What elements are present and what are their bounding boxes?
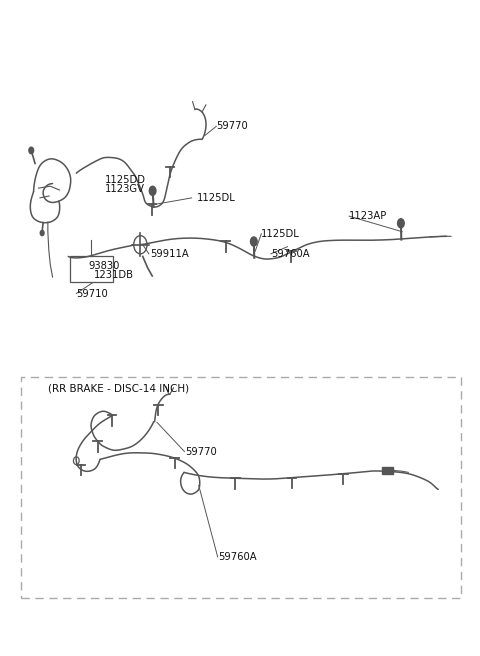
Text: 1125DL: 1125DL — [261, 229, 300, 239]
Text: 1125DL: 1125DL — [197, 193, 236, 203]
Circle shape — [40, 230, 44, 236]
Text: 1125DD: 1125DD — [105, 174, 146, 185]
Text: 1123GV: 1123GV — [105, 184, 145, 194]
Text: 59770: 59770 — [185, 447, 217, 457]
Text: 59770: 59770 — [216, 121, 248, 131]
Text: 59710: 59710 — [76, 289, 108, 298]
Bar — [21, 377, 461, 598]
Text: 93830: 93830 — [88, 260, 120, 270]
Circle shape — [251, 237, 257, 246]
Text: 59911A: 59911A — [150, 249, 189, 259]
Circle shape — [149, 186, 156, 195]
Text: 1123AP: 1123AP — [349, 211, 387, 221]
Text: 59760A: 59760A — [219, 552, 257, 562]
Bar — [383, 467, 393, 474]
Text: 59760A: 59760A — [271, 249, 310, 259]
Text: 1231DB: 1231DB — [94, 270, 134, 280]
Bar — [70, 256, 113, 283]
Circle shape — [29, 147, 34, 154]
Circle shape — [397, 218, 404, 228]
Text: (RR BRAKE - DISC-14 INCH): (RR BRAKE - DISC-14 INCH) — [48, 383, 189, 394]
